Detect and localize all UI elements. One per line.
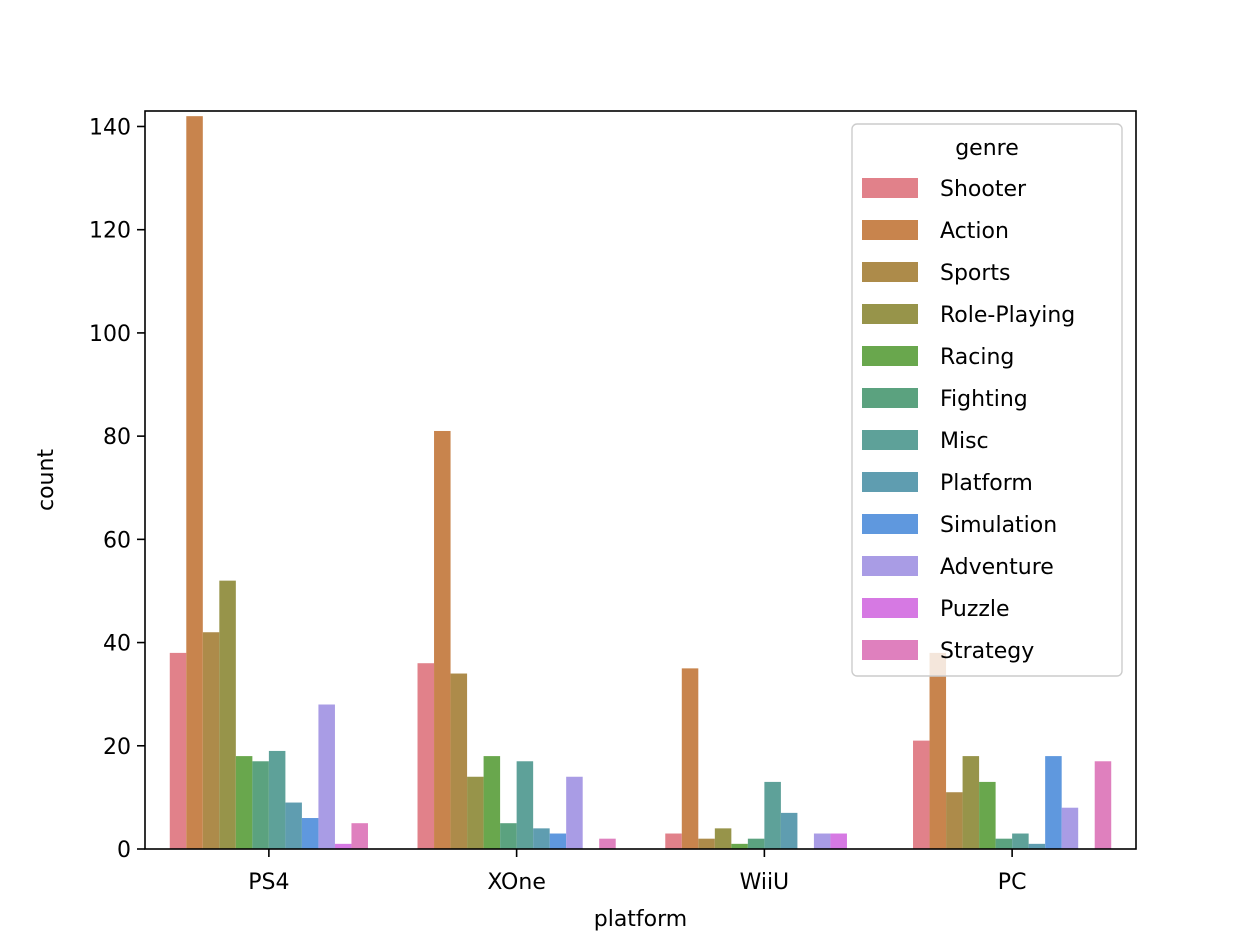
legend-box [851,123,1123,677]
legend-label-platform: Platform [940,471,1033,496]
bar-pc-role-playing [962,756,980,849]
legend-label-sports: Sports [940,261,1011,286]
legend-label-simulation: Simulation [940,513,1057,538]
legend-swatch-role-playing [862,304,918,324]
bar-wiiu-misc [764,781,781,849]
x-tick-label: PC [998,870,1027,895]
legend-label-puzzle: Puzzle [940,597,1010,622]
bar-pc-sports [946,792,963,849]
bar-ps4-strategy [351,823,368,849]
bar-pc-adventure [1061,807,1079,849]
legend-label-action: Action [940,219,1009,244]
bar-ps4-fighting [252,761,269,849]
legend-label-fighting: Fighting [940,387,1028,412]
y-tick-label: 20 [103,735,131,760]
legend-label-role-playing: Role-Playing [940,303,1075,328]
legend-swatch-racing [862,346,918,366]
bar-xone-fighting [500,823,517,849]
legend-label-adventure: Adventure [940,555,1054,580]
bar-wiiu-role-playing [714,828,732,849]
bar-wiiu-platform [780,812,798,849]
legend-swatch-sports [862,262,918,282]
bar-ps4-sports [202,632,220,849]
y-tick-label: 60 [103,528,131,553]
legend-swatch-misc [862,430,918,450]
y-tick-label: 100 [89,322,131,347]
x-tick-label: XOne [487,870,545,895]
bar-wiiu-sports [698,838,715,849]
legend-swatch-simulation [862,514,918,534]
y-tick-label: 140 [89,115,131,140]
bar-wiiu-fighting [747,838,765,849]
bar-xone-racing [483,756,501,849]
bar-ps4-role-playing [219,580,236,849]
bar-ps4-adventure [318,704,335,849]
legend-label-shooter: Shooter [940,177,1027,202]
bar-ps4-platform [285,802,302,849]
bar-ps4-shooter [169,652,187,849]
bar-ps4-puzzle [334,843,352,849]
y-tick-label: 0 [117,838,131,863]
legend-swatch-strategy [862,640,918,660]
axes-frame [144,110,1137,850]
legend-swatch-platform [862,472,918,492]
legend-swatch-adventure [862,556,918,576]
legend-swatch-shooter [862,178,918,198]
bar-xone-misc [516,761,534,849]
bar-pc-racing [979,781,996,849]
bar-xone-platform [533,828,550,849]
bar-xone-simulation [549,833,567,849]
bar-wiiu-action [681,668,699,849]
x-tick-label: PS4 [248,870,289,895]
bar-wiiu-racing [731,843,748,849]
bar-xone-adventure [566,776,583,849]
bar-ps4-misc [268,750,286,849]
bar-xone-sports [450,673,468,849]
legend-swatch-fighting [862,388,918,408]
y-axis: 0 20 40 60 80 100 120 140 [89,115,145,863]
legend: genre Shooter Action Sports Role-Playing Raci… [851,123,1123,677]
bar-ps4-racing [235,756,253,849]
legend-label-racing: Racing [940,345,1014,370]
legend-swatch-puzzle [862,598,918,618]
bar-xone-shooter [417,663,435,849]
bar-wiiu-puzzle [830,833,847,849]
bar-pc-platform [1028,843,1046,849]
bar-pc-action [929,652,947,849]
y-tick-label: 80 [103,425,131,450]
legend-title: genre [955,136,1019,161]
bar-ps4-simulation [301,818,319,849]
bar-pc-misc [1012,833,1029,849]
bar-pc-simulation [1045,756,1062,849]
bar-xone-action [434,430,451,849]
legend-swatch-action [862,220,918,240]
bar-pc-shooter [913,740,930,849]
x-axis: PS4 XOne WiiU PC [248,849,1026,895]
x-axis-label: platform [594,907,687,932]
bar-pc-fighting [995,838,1013,849]
bar-xone-strategy [599,838,616,849]
y-axis-label: count [34,449,59,511]
bar-ps4-action [186,116,203,849]
legend-label-misc: Misc [940,429,989,454]
legend-label-strategy: Strategy [940,639,1034,664]
y-tick-label: 40 [103,632,131,657]
x-tick-label: WiiU [740,870,790,895]
bar-pc-strategy [1094,761,1112,849]
bars-group [169,116,1112,849]
bar-xone-role-playing [467,776,484,849]
y-tick-label: 120 [89,219,131,244]
bar-wiiu-adventure [813,833,831,849]
bar-wiiu-shooter [665,833,682,849]
